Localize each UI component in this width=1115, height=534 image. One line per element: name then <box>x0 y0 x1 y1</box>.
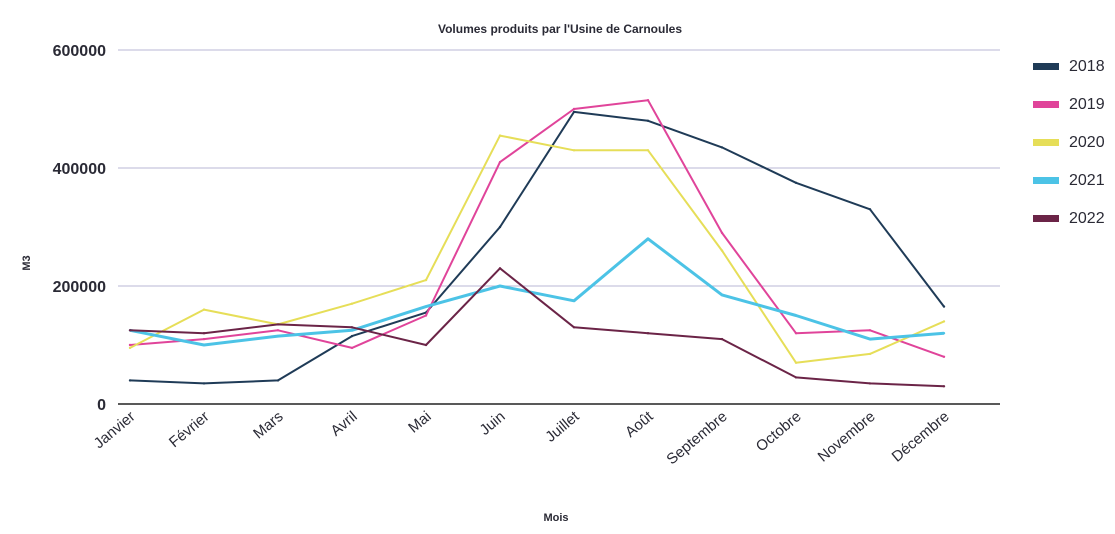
series-line-2022 <box>129 267 945 388</box>
data-point-2018 <box>276 379 280 382</box>
legend-swatch-2020 <box>1033 139 1059 146</box>
x-tick-label: Avril <box>328 408 361 440</box>
data-point-2022 <box>794 376 798 379</box>
data-point-2019 <box>202 337 206 341</box>
legend-label-2022: 2022 <box>1069 210 1105 227</box>
x-tick-label: Décembre <box>889 408 953 466</box>
data-point-2021 <box>942 332 946 335</box>
legend-swatch-2018 <box>1033 63 1059 70</box>
x-axis-ticks: Janvier Février Mars Avril Mai Juin Juillet Aoû… <box>91 408 953 469</box>
data-point-2018 <box>942 305 946 308</box>
y-tick-label: 600000 <box>53 43 106 60</box>
legend: 2018 2019 2020 2021 2022 <box>1033 58 1105 227</box>
chart-title: Volumes produits par l'Usine de Carnoule… <box>438 22 682 36</box>
data-point-2022 <box>128 329 132 332</box>
data-point-2021 <box>646 237 650 240</box>
x-tick-label: Juillet <box>542 408 583 446</box>
y-axis-ticks: 0 200000 400000 600000 <box>53 43 106 414</box>
data-point-2018 <box>794 181 798 184</box>
data-point-2019 <box>794 332 798 335</box>
data-point-2020 <box>128 346 132 350</box>
gridlines <box>118 49 1000 287</box>
data-point-2018 <box>128 379 132 382</box>
series-line-2019 <box>129 99 945 358</box>
data-point-2020 <box>646 149 650 152</box>
data-point-2021 <box>424 305 428 308</box>
data-point-2022 <box>720 337 724 341</box>
data-point-2019 <box>646 99 650 102</box>
x-tick-label: Mars <box>250 408 286 442</box>
data-point-2021 <box>202 343 206 347</box>
y-tick-label: 0 <box>97 397 106 414</box>
data-point-2021 <box>498 284 502 288</box>
x-tick-label: Novembre <box>815 408 879 466</box>
data-point-2022 <box>202 332 206 335</box>
x-tick-label: Janvier <box>91 408 139 452</box>
y-tick-label: 200000 <box>53 279 106 296</box>
legend-label-2020: 2020 <box>1069 134 1105 151</box>
data-point-2018 <box>720 146 724 149</box>
x-axis-label: Mois <box>543 512 568 524</box>
data-point-2018 <box>868 208 872 211</box>
data-point-2021 <box>794 314 798 317</box>
data-point-2022 <box>276 323 280 326</box>
data-point-2018 <box>202 382 206 385</box>
data-point-2022 <box>424 343 428 347</box>
x-tick-label: Septembre <box>663 408 730 468</box>
data-point-2019 <box>720 231 724 235</box>
data-point-2020 <box>572 149 576 152</box>
series-lines <box>128 99 946 388</box>
data-point-2018 <box>572 110 576 114</box>
y-tick-label: 400000 <box>53 161 106 178</box>
data-point-2022 <box>868 382 872 385</box>
legend-swatch-2022 <box>1033 215 1059 222</box>
data-point-2022 <box>498 267 502 270</box>
data-point-2021 <box>868 337 872 341</box>
data-point-2019 <box>572 107 576 111</box>
data-point-2020 <box>720 249 724 252</box>
series-line-2020 <box>129 134 945 364</box>
data-point-2020 <box>794 361 798 364</box>
y-axis-label: M3 <box>21 255 33 270</box>
data-point-2021 <box>276 334 280 338</box>
data-point-2022 <box>646 332 650 335</box>
legend-swatch-2019 <box>1033 101 1059 108</box>
x-tick-label: Août <box>622 408 657 441</box>
data-point-2019 <box>424 314 428 317</box>
data-point-2021 <box>572 299 576 302</box>
x-tick-label: Octobre <box>753 408 805 455</box>
x-tick-label: Février <box>166 408 213 451</box>
x-tick-label: Mai <box>405 408 434 437</box>
data-point-2020 <box>942 320 946 323</box>
data-point-2019 <box>276 329 280 332</box>
data-point-2018 <box>498 225 502 229</box>
data-point-2019 <box>498 160 502 164</box>
data-point-2021 <box>350 329 354 332</box>
data-point-2019 <box>942 355 946 358</box>
data-point-2021 <box>720 293 724 297</box>
series-line-2021 <box>129 237 945 347</box>
data-point-2019 <box>868 329 872 332</box>
data-point-2022 <box>572 326 576 329</box>
data-point-2020 <box>350 302 354 305</box>
series-line-2018 <box>129 110 945 385</box>
data-point-2020 <box>498 134 502 137</box>
data-point-2022 <box>942 385 946 388</box>
data-point-2018 <box>646 119 650 123</box>
x-tick-label: Juin <box>477 408 509 439</box>
data-point-2019 <box>350 346 354 350</box>
data-point-2020 <box>868 352 872 356</box>
data-point-2019 <box>128 343 132 347</box>
data-point-2020 <box>202 308 206 311</box>
data-point-2018 <box>350 334 354 338</box>
data-point-2020 <box>424 278 428 282</box>
legend-label-2018: 2018 <box>1069 58 1105 75</box>
legend-label-2019: 2019 <box>1069 96 1105 113</box>
legend-label-2021: 2021 <box>1069 172 1105 189</box>
legend-swatch-2021 <box>1033 177 1059 184</box>
data-point-2022 <box>350 326 354 329</box>
